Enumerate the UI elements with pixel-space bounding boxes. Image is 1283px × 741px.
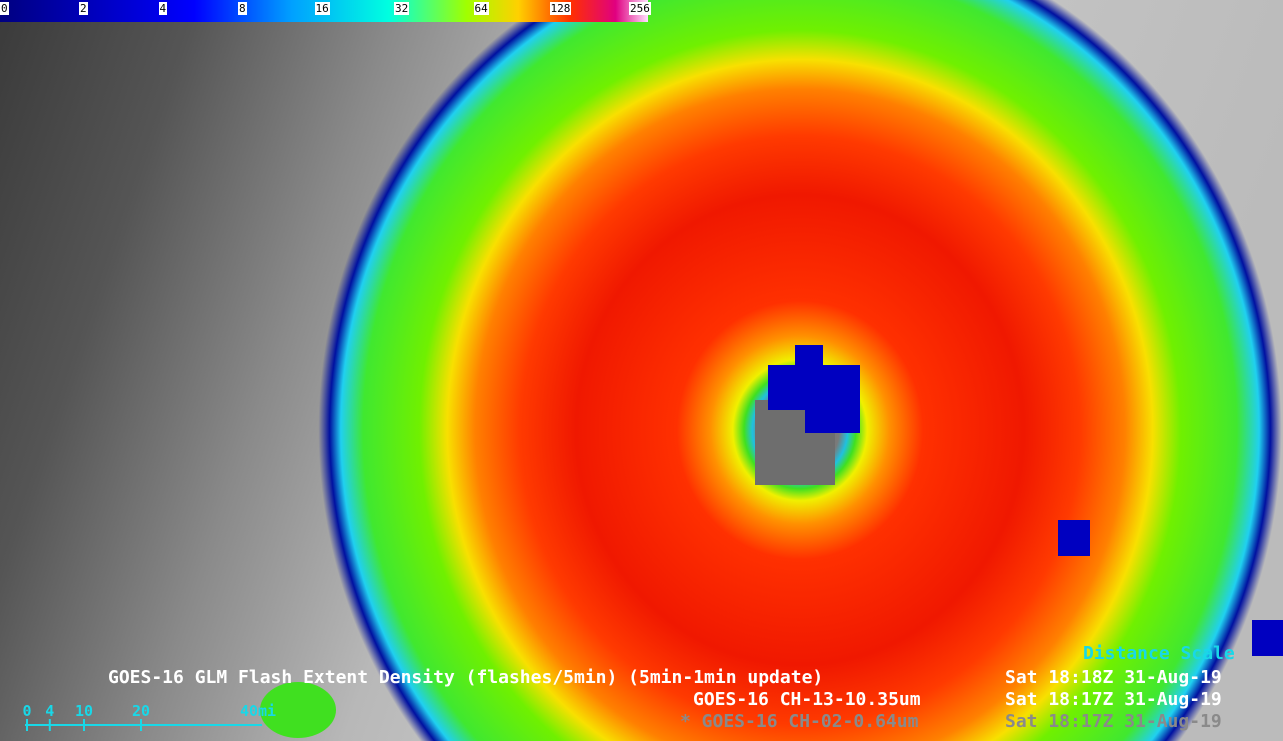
flash-pixel (768, 365, 860, 410)
legend-time: Sat 18:17Z 31-Aug-19 (1005, 711, 1222, 732)
distance-scale-tick-label: 20 (131, 702, 151, 720)
colorbar-tick-label: 16 (314, 2, 330, 15)
legend-time: Sat 18:18Z 31-Aug-19 (1005, 667, 1222, 688)
colorbar-tick-label: 0 (0, 2, 9, 15)
legend-product: GOES-16 GLM Flash Extent Density (flashe… (108, 667, 824, 688)
colorbar-tick-label: 4 (158, 2, 168, 15)
colorbar-tick-label: 256 (629, 2, 651, 15)
colorbar-tick-label: 8 (238, 2, 247, 15)
colorbar-tick-label: 64 (473, 2, 489, 15)
flash-pixel (805, 405, 860, 433)
legend-product: GOES-16 CH-13-10.35um (693, 689, 921, 710)
colorbar-tick-label: 32 (394, 2, 410, 15)
colorbar-tick-label: 2 (79, 2, 88, 15)
legend-product: * GOES-16 CH-02-0.64um (680, 711, 919, 732)
distance-scale-tick-label: 10 (74, 702, 94, 720)
legend-time: Sat 18:17Z 31-Aug-19 (1005, 689, 1222, 710)
distance-scale-tick-label: 4 (45, 702, 55, 720)
colorbar-tick-label: 128 (549, 2, 572, 15)
distance-scale-end: 40mi (239, 702, 277, 720)
flash-pixel (1058, 520, 1090, 556)
distance-scale-tick-label: 0 (22, 702, 32, 720)
flash-pixel (1252, 620, 1283, 656)
green-blob (260, 682, 336, 738)
distance-scale-title: Distance Scale (1083, 643, 1235, 664)
